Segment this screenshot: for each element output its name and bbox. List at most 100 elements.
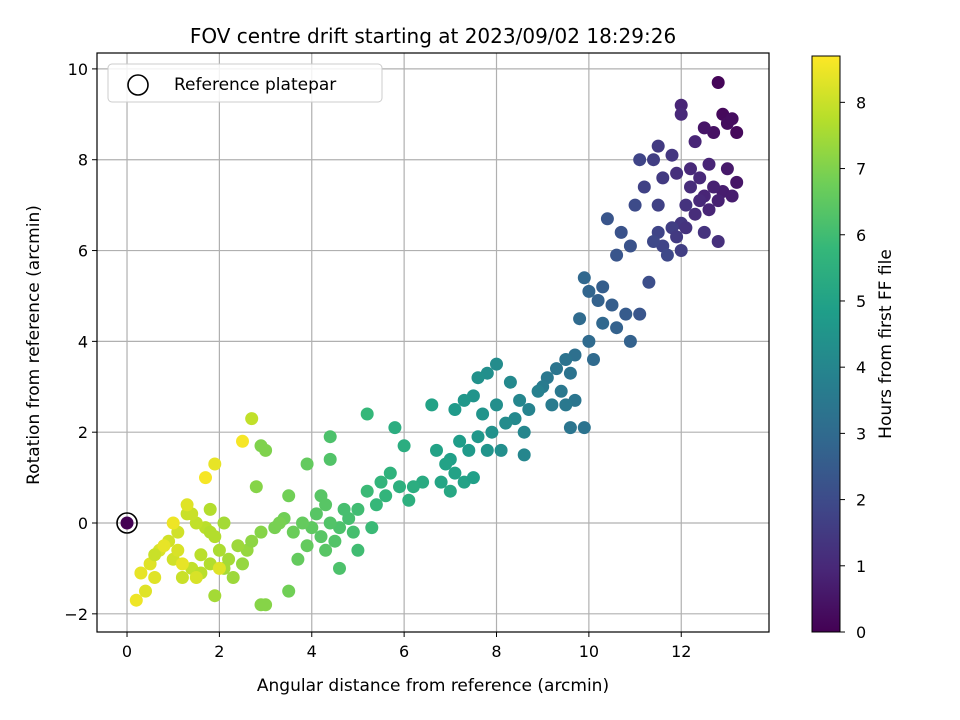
colorbar-tick-label: 2 xyxy=(856,491,866,510)
data-point xyxy=(623,239,637,253)
data-point xyxy=(189,571,203,584)
data-point xyxy=(679,221,693,235)
data-point xyxy=(670,230,684,244)
data-point xyxy=(730,126,744,139)
data-point xyxy=(596,316,610,330)
colorbar-tick-label: 6 xyxy=(856,226,866,245)
data-point xyxy=(236,557,249,571)
data-point xyxy=(254,525,268,539)
data-point xyxy=(513,393,527,407)
data-point xyxy=(203,502,217,516)
data-point xyxy=(517,425,531,439)
data-point xyxy=(365,521,379,535)
data-point xyxy=(406,480,420,494)
data-point xyxy=(379,489,393,503)
data-point xyxy=(439,457,453,471)
data-point xyxy=(480,443,494,457)
data-point xyxy=(323,516,337,530)
data-point xyxy=(582,334,596,348)
data-point xyxy=(351,502,365,516)
data-point xyxy=(259,443,273,457)
data-point xyxy=(674,98,688,112)
data-point xyxy=(517,448,531,462)
data-point xyxy=(693,194,707,208)
data-point xyxy=(434,475,448,489)
data-point xyxy=(157,539,171,553)
data-point xyxy=(656,171,670,185)
y-tick-label: 2 xyxy=(78,423,88,442)
data-point xyxy=(319,543,333,557)
data-point xyxy=(388,421,402,435)
data-point xyxy=(490,398,503,412)
data-point xyxy=(374,475,388,489)
data-point xyxy=(286,525,300,539)
x-tick-label: 2 xyxy=(214,642,224,661)
data-point xyxy=(577,271,591,285)
data-point xyxy=(688,207,702,221)
data-point xyxy=(212,561,226,575)
colorbar-tick-label: 3 xyxy=(856,424,866,443)
data-point xyxy=(466,471,480,485)
data-point xyxy=(319,498,333,512)
data-point xyxy=(490,357,503,371)
data-point xyxy=(587,353,600,366)
data-point xyxy=(550,362,563,376)
data-points xyxy=(129,76,744,612)
colorbar-tick-label: 0 xyxy=(856,623,866,642)
data-point xyxy=(702,157,716,171)
data-point xyxy=(134,566,148,580)
data-point xyxy=(596,280,610,294)
data-point xyxy=(282,584,296,598)
data-point xyxy=(129,593,143,607)
reference-point xyxy=(120,516,134,530)
data-point xyxy=(448,466,462,480)
data-point xyxy=(383,466,397,480)
data-point xyxy=(351,543,365,557)
data-point xyxy=(166,516,180,530)
data-point xyxy=(291,552,305,566)
data-point xyxy=(711,194,725,208)
data-point xyxy=(314,530,328,544)
data-point xyxy=(531,384,545,398)
data-point xyxy=(323,452,337,466)
data-point xyxy=(443,484,457,498)
data-point xyxy=(323,430,337,444)
data-point xyxy=(563,421,577,435)
data-point xyxy=(296,516,309,530)
data-point xyxy=(591,294,605,307)
data-point xyxy=(309,507,323,521)
y-axis-label: Rotation from reference (arcmin) xyxy=(24,205,44,485)
data-point xyxy=(236,434,249,448)
colorbar-tick-label: 8 xyxy=(856,93,866,112)
colorbar xyxy=(811,55,841,633)
data-point xyxy=(711,235,725,248)
data-point xyxy=(730,175,744,189)
data-point xyxy=(337,502,351,516)
data-point xyxy=(226,571,240,584)
data-point xyxy=(333,561,346,575)
data-point xyxy=(693,171,707,185)
data-point xyxy=(725,112,739,126)
data-point xyxy=(619,307,633,321)
data-point xyxy=(485,425,499,439)
data-point xyxy=(674,107,688,121)
data-point xyxy=(633,153,647,167)
colorbar-ticks: 0 1 2 3 4 5 6 7 8 xyxy=(840,93,866,642)
legend-marker xyxy=(127,74,149,96)
x-tick-label: 8 xyxy=(491,642,501,661)
data-point xyxy=(471,430,485,444)
data-point xyxy=(393,480,406,494)
data-point xyxy=(300,457,314,471)
data-point xyxy=(573,312,587,326)
data-point xyxy=(679,198,693,212)
y-axis-ticks: −2 0 2 4 6 8 10 xyxy=(64,60,97,624)
data-point xyxy=(175,571,189,584)
data-point xyxy=(476,407,490,421)
data-point xyxy=(499,416,513,430)
data-point xyxy=(582,284,596,298)
data-point xyxy=(360,484,374,498)
y-tick-label: −2 xyxy=(64,605,88,624)
data-point xyxy=(175,557,189,571)
data-point xyxy=(642,275,656,289)
data-point xyxy=(171,543,185,557)
